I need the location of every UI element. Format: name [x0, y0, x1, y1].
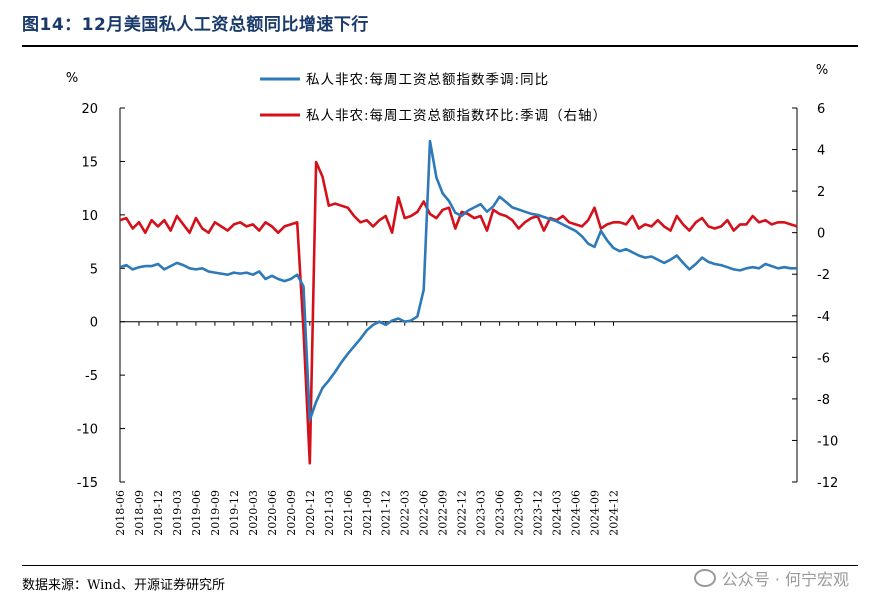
x-tick-label: 2022-03 — [399, 490, 412, 536]
x-tick-label: 2023-12 — [532, 490, 545, 536]
x-tick-label: 2023-03 — [475, 490, 488, 536]
x-tick-label: 2019-06 — [190, 490, 203, 536]
x-tick-label: 2019-09 — [209, 490, 222, 536]
right-tick-label: -4 — [817, 310, 830, 325]
right-tick-label: -12 — [817, 476, 838, 491]
x-tick-label: 2024-03 — [551, 490, 564, 536]
x-tick-label: 2020-09 — [285, 490, 298, 536]
left-tick-label: 5 — [90, 262, 98, 277]
x-tick-label: 2022-06 — [418, 490, 431, 536]
x-tick-label: 2024-06 — [570, 490, 583, 536]
legend: 私人非农:每周工资总额指数季调:同比 私人非农:每周工资总额指数环比:季调（右轴… — [260, 72, 607, 124]
x-tick-label: 2021-03 — [323, 490, 336, 536]
source-note: 数据来源：Wind、开源证券研究所 — [22, 578, 225, 593]
left-tick-label: -5 — [85, 369, 98, 384]
left-tick-label: 20 — [81, 102, 98, 117]
right-tick-label: -10 — [817, 434, 838, 449]
watermark: 公众号 · 何宁宏观 — [693, 566, 849, 590]
x-tick-label: 2023-06 — [494, 490, 507, 536]
right-tick-label: -2 — [817, 268, 830, 283]
series-layer — [119, 139, 798, 465]
x-tick-label: 2020-03 — [247, 490, 260, 536]
left-tick-label: 0 — [90, 316, 98, 331]
footer-rule — [22, 565, 858, 566]
x-tick-label: 2018-06 — [114, 490, 127, 536]
x-tick-label: 2022-09 — [437, 490, 450, 536]
x-tick-label: 2018-09 — [133, 490, 146, 536]
right-tick-label: 2 — [817, 185, 825, 200]
x-tick-label: 2021-09 — [361, 490, 374, 536]
x-tick-label: 2023-09 — [513, 490, 526, 536]
x-tick-label: 2020-12 — [304, 490, 317, 536]
right-tick-label: 0 — [817, 227, 825, 242]
left-tick-label: 15 — [81, 155, 98, 170]
x-tick-label: 2021-06 — [342, 490, 355, 536]
x-tick-label: 2024-12 — [608, 490, 621, 536]
title-rule — [22, 45, 858, 47]
left-tick-label: 10 — [81, 209, 98, 224]
left-axis-unit: % — [66, 71, 78, 86]
right-tick-label: -8 — [817, 393, 830, 408]
series-line-yoy — [119, 139, 797, 422]
x-tick-label: 2018-12 — [152, 490, 165, 536]
chart-title: 图14：12月美国私人工资总额同比增速下行 — [22, 15, 369, 35]
series-line-mom — [119, 160, 798, 465]
x-tick-label: 2019-12 — [228, 490, 241, 536]
x-tick-label: 2021-12 — [380, 490, 393, 536]
left-tick-label: -15 — [77, 476, 98, 491]
right-axis-unit: % — [816, 63, 828, 78]
legend-label-yoy: 私人非农:每周工资总额指数季调:同比 — [306, 72, 549, 88]
x-tick-label: 2019-03 — [171, 490, 184, 536]
watermark-text: 公众号 · 何宁宏观 — [721, 570, 849, 589]
x-tick-label: 2022-12 — [456, 490, 469, 536]
right-tick-label: 6 — [817, 102, 825, 117]
legend-label-mom: 私人非农:每周工资总额指数环比:季调（右轴） — [306, 108, 607, 124]
axes-layer: %% -15 -10 -5 0 5 10 15 20 -12 -10 -8 -6 -4 -2 0 2 4 6 2018… — [66, 63, 838, 536]
right-tick-label: -6 — [817, 351, 830, 366]
left-tick-label: -10 — [77, 423, 98, 438]
right-tick-label: 4 — [817, 144, 825, 159]
x-tick-label: 2024-09 — [589, 490, 602, 536]
x-tick-label: 2020-06 — [266, 490, 279, 536]
wechat-icon — [693, 569, 716, 587]
